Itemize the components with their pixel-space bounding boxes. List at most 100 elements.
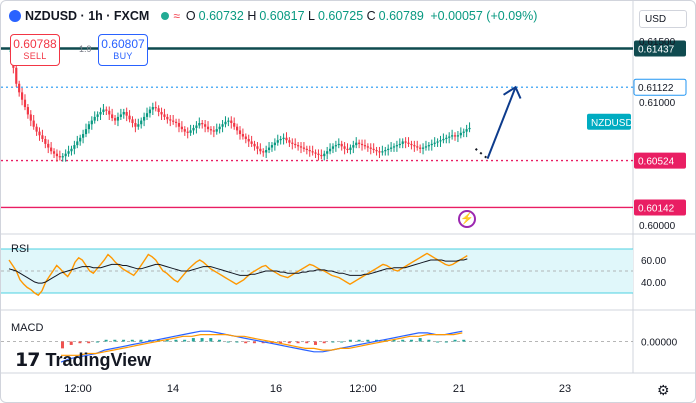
candle-body (267, 147, 271, 151)
candle-body (238, 130, 242, 135)
candle-body (26, 107, 29, 115)
gear-icon[interactable]: ⚙ (657, 382, 670, 398)
lightning-icon[interactable]: ⚡ (458, 210, 476, 228)
macd-histogram-bar (409, 339, 413, 342)
candle-body (334, 145, 337, 147)
price-level-tag (634, 152, 686, 169)
candle-body (177, 123, 181, 127)
candle-body (413, 145, 416, 147)
buy-button[interactable]: 0.60807 BUY (98, 34, 148, 66)
candle-body (378, 151, 381, 153)
candle-body (468, 127, 471, 130)
candle-body (55, 153, 59, 157)
candle-body (314, 152, 317, 154)
candle-body (23, 99, 27, 108)
currency-label: USD (645, 14, 667, 25)
symbol-title[interactable]: NZDUSD · 1h · FXCM (25, 9, 150, 23)
y-tick-label: 0.61500 (639, 37, 676, 48)
candle-body (230, 120, 233, 124)
macd-histogram-bar (401, 339, 405, 342)
market-open-dot-icon (161, 12, 170, 20)
candle-body (317, 153, 320, 155)
candle-body (212, 130, 215, 132)
macd-histogram-bar (165, 339, 169, 342)
candle-body (395, 145, 399, 147)
candle-body (459, 132, 462, 136)
candle-body (50, 147, 53, 152)
candle-body (282, 137, 285, 139)
candle-body (302, 147, 306, 149)
macd-label[interactable]: MACD (11, 322, 44, 334)
candle-body (372, 148, 375, 151)
sell-price: 0.60788 (13, 37, 57, 51)
macd-histogram-bar (366, 339, 370, 342)
low-label: L (308, 9, 315, 23)
candle-body (218, 126, 221, 130)
macd-series-line (60, 330, 463, 363)
candle-body (32, 120, 35, 127)
candle-body (195, 125, 198, 128)
candle-body (363, 145, 367, 147)
rsi-tick-label: 40.00 (641, 278, 666, 289)
projection-dots (474, 148, 489, 160)
currency-selector[interactable]: USD (639, 10, 687, 28)
candle-body (58, 156, 61, 158)
candle-body (224, 121, 227, 125)
candle-body (111, 114, 114, 119)
candle-body (87, 124, 91, 130)
candle-body (67, 151, 70, 154)
candle-body (227, 120, 230, 122)
macd-histogram-bar (331, 341, 335, 343)
candle-body (442, 138, 445, 141)
macd-series-line (61, 332, 463, 356)
candle-body (389, 147, 393, 149)
candle-body (387, 148, 390, 151)
candle-body (206, 126, 210, 130)
candle-body (174, 121, 178, 124)
candle-body (311, 151, 314, 153)
rsi-label[interactable]: RSI (11, 243, 30, 255)
candle-body (15, 67, 18, 84)
candle-body (285, 137, 288, 141)
symbol-header: NZDUSD · 1h · FXCM ≈ O 0.60732 H 0.60817 L… (9, 9, 537, 23)
candle-body (61, 156, 64, 158)
candle-body (433, 142, 436, 144)
candle-body (96, 114, 99, 117)
macd-histogram-bar (183, 339, 187, 342)
candle-body (384, 150, 387, 152)
candle-body (209, 129, 213, 131)
candle-body (125, 111, 128, 116)
candle-body (160, 111, 163, 115)
candle-body (247, 138, 250, 142)
macd-histogram-bar (78, 341, 82, 344)
y-tick-label: 0.60000 (639, 221, 676, 232)
x-tick-label: 12:00 (349, 383, 377, 395)
macd-histogram-bar (444, 341, 448, 343)
macd-histogram-bar (436, 341, 440, 343)
candle-body (166, 116, 169, 120)
candle-body (381, 151, 384, 153)
macd-histogram-bar (218, 339, 222, 342)
candle-body (204, 124, 207, 127)
macd-histogram-bar (313, 341, 317, 345)
candle-body (29, 114, 32, 121)
candle-body (116, 116, 120, 121)
candle-body (47, 143, 50, 148)
candle-body (215, 129, 218, 132)
candle-body (183, 129, 186, 132)
sell-button[interactable]: 0.60788 SELL (10, 34, 60, 66)
buy-label: BUY (113, 51, 133, 61)
candle-body (253, 143, 256, 147)
low-value: 0.60725 (317, 9, 364, 23)
candle-body (64, 153, 67, 157)
candle-body (189, 130, 192, 133)
candle-body (20, 92, 24, 100)
high-value: 0.60817 (259, 9, 305, 23)
candle-body (401, 141, 404, 144)
candle-body (369, 147, 372, 149)
candle-body (337, 143, 340, 146)
candle-body (410, 143, 413, 146)
macd-histogram-bar (113, 339, 117, 342)
